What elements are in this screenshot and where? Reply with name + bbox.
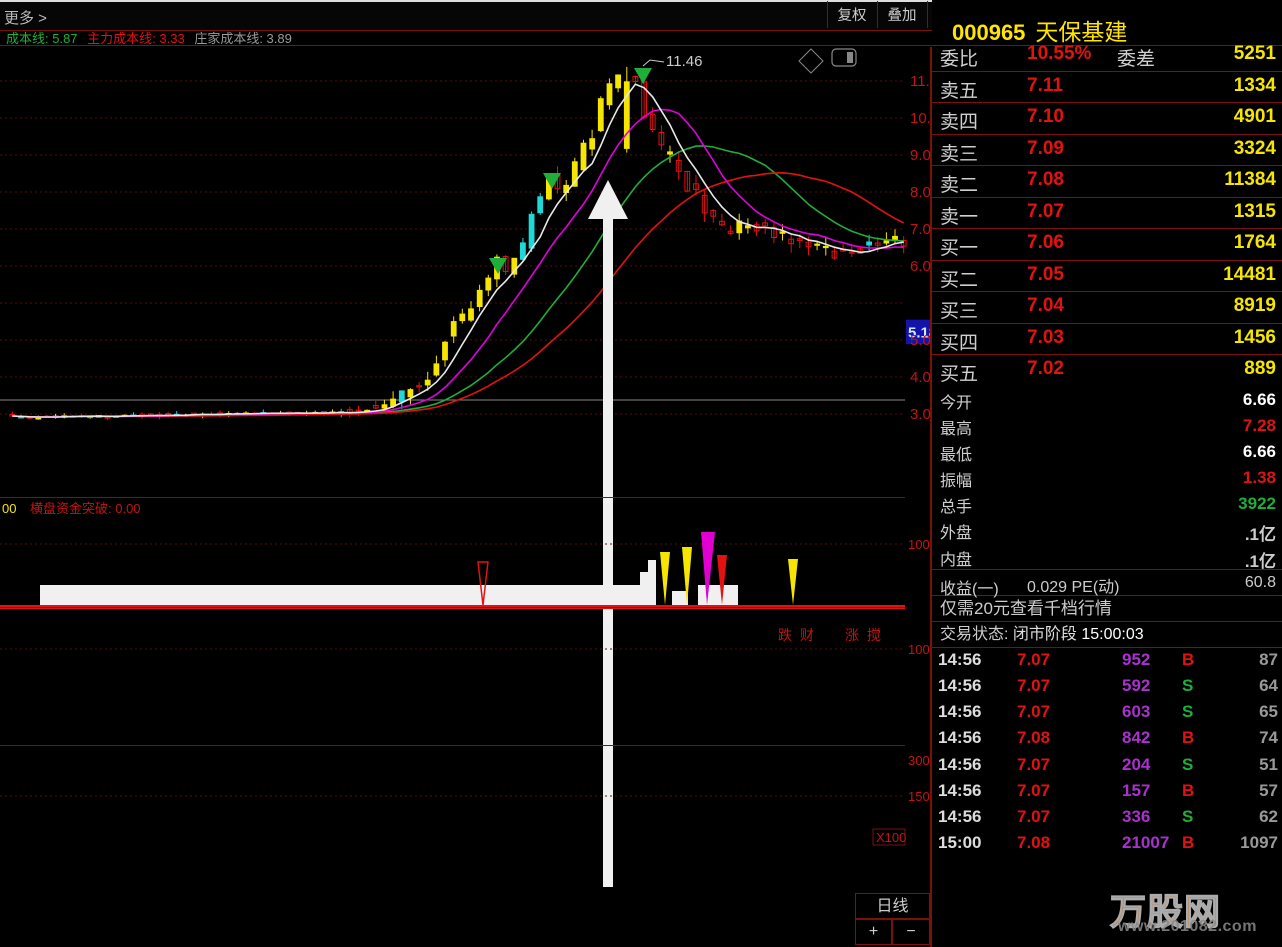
svg-text:15000: 15000	[908, 789, 930, 804]
svg-text:100: 100	[908, 642, 930, 657]
svg-text:11.00: 11.00	[910, 73, 930, 90]
svg-text:100.: 100.	[908, 537, 930, 552]
svg-text:00: 00	[2, 501, 16, 516]
svg-text:6.00: 6.00	[910, 258, 930, 275]
svg-text:涨: 涨	[845, 627, 859, 643]
svg-text:5.00: 5.00	[910, 332, 930, 349]
svg-text:4.0: 4.0	[910, 369, 930, 386]
svg-text:财: 财	[800, 627, 814, 643]
svg-text:跌: 跌	[778, 627, 792, 643]
svg-text:搅: 搅	[867, 627, 881, 643]
svg-text:11.46: 11.46	[666, 53, 702, 70]
svg-text:8.00: 8.00	[910, 184, 930, 201]
svg-text:7.00: 7.00	[910, 221, 930, 238]
svg-text:9.00: 9.00	[910, 147, 930, 164]
svg-text:X100: X100	[876, 830, 906, 845]
svg-text:3.0: 3.0	[910, 406, 930, 423]
svg-text:横盘资金突破: 0.00: 横盘资金突破: 0.00	[30, 501, 141, 516]
svg-text:30000: 30000	[908, 753, 930, 768]
svg-text:10.00: 10.00	[910, 110, 930, 127]
